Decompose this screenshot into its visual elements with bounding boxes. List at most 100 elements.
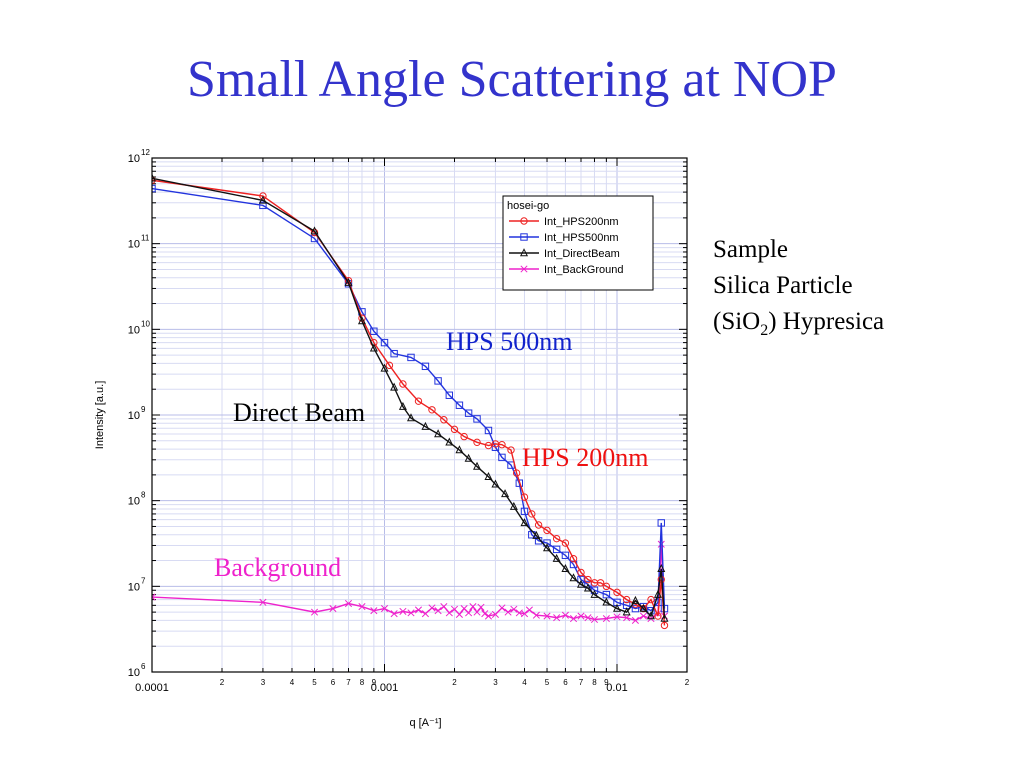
triangle-marker — [509, 501, 518, 510]
x-marker — [561, 611, 569, 619]
x-tick-label: 4 — [290, 678, 295, 687]
x-marker — [407, 609, 415, 617]
sample-material: Silica Particle — [713, 272, 853, 299]
annotation-label: HPS 200nm — [522, 443, 648, 472]
circle-marker — [528, 510, 536, 518]
x-marker — [520, 265, 528, 273]
x-marker — [469, 603, 477, 611]
series-line — [152, 179, 666, 626]
x-tick-label: 3 — [493, 678, 498, 687]
y-tick-exponent: 8 — [141, 491, 146, 500]
x-marker — [639, 612, 648, 620]
x-marker — [465, 609, 473, 617]
legend-item: Int_DirectBeam — [509, 248, 620, 260]
circle-marker — [259, 192, 267, 200]
series-Int_DirectBeam — [152, 173, 669, 622]
y-tick-label: 106 — [128, 662, 146, 679]
slide-title: Small Angle Scattering at NOP — [187, 51, 837, 108]
x-tick-label: 4 — [522, 678, 527, 687]
legend-label: Int_HPS500nm — [544, 232, 619, 244]
circle-marker — [473, 438, 481, 447]
triangle-marker — [455, 445, 464, 454]
circle-marker — [654, 612, 662, 620]
triangle-marker — [421, 421, 430, 430]
legend: hosei-go Int_HPS200nm Int_HPS500nm Int_Dire… — [502, 195, 654, 291]
circle-marker — [414, 397, 423, 405]
sample-description: Sample Silica Particle (SiO2) Hypresica — [713, 232, 884, 349]
x-marker — [491, 610, 499, 618]
square-marker — [543, 539, 551, 547]
x-marker — [577, 612, 585, 620]
legend-label: Int_HPS200nm — [544, 216, 619, 228]
square-marker — [370, 327, 378, 335]
x-marker — [445, 609, 453, 617]
triangle-marker — [344, 277, 353, 286]
triangle-marker — [501, 489, 510, 498]
x-marker — [484, 612, 493, 620]
square-marker — [473, 415, 481, 423]
x-tick-label: 2 — [685, 678, 690, 687]
circle-marker — [543, 526, 551, 535]
circle-marker — [310, 228, 319, 237]
series-Int_BackGround — [152, 540, 669, 624]
triangle-marker — [583, 583, 592, 592]
legend-item: Int_HPS200nm — [509, 216, 619, 228]
triangle-marker — [434, 429, 443, 438]
circle-marker — [498, 441, 506, 449]
x-marker — [329, 605, 337, 613]
triangle-marker — [532, 530, 541, 539]
square-marker — [561, 551, 570, 560]
circle-marker — [561, 539, 570, 547]
y-tick-exponent: 6 — [141, 662, 146, 671]
circle-marker — [613, 588, 621, 597]
y-tick-label: 109 — [128, 405, 146, 422]
triangle-marker — [357, 316, 366, 325]
y-axis-label: Intensity [a.u.] — [94, 381, 106, 449]
square-marker — [520, 233, 528, 241]
x-tick-label: 0.001 — [371, 682, 399, 694]
x-marker — [399, 607, 407, 615]
square-marker — [445, 391, 454, 399]
x-marker — [590, 615, 599, 624]
square-marker — [421, 362, 430, 371]
x-marker — [613, 613, 621, 621]
x-tick-label: 2 — [452, 678, 457, 687]
circle-marker — [534, 521, 543, 529]
triangle-marker — [602, 597, 611, 606]
x-marker — [525, 606, 533, 614]
legend-item: Int_HPS500nm — [509, 232, 619, 244]
circle-marker — [440, 416, 448, 424]
y-tick-mantissa: 10 — [128, 667, 140, 679]
circle-marker — [602, 582, 611, 591]
triangle-marker — [590, 589, 599, 598]
triangle-marker — [543, 543, 552, 552]
x-marker — [584, 614, 592, 622]
x-tick-labels: 0.0001 2 3 4 5 6 7 8 90.001 2 3 4 5 6 7 8 90.01 2 — [135, 678, 690, 694]
x-marker — [152, 593, 156, 601]
y-tick-mantissa: 10 — [128, 239, 140, 251]
triangle-marker — [576, 579, 586, 588]
x-marker — [455, 610, 463, 618]
x-tick-label: 2 — [220, 678, 225, 687]
x-marker — [657, 540, 665, 548]
triangle-marker — [646, 611, 655, 620]
y-tick-mantissa: 10 — [128, 153, 140, 165]
x-tick-label: 9 — [372, 678, 377, 687]
circle-marker — [596, 579, 605, 587]
triangle-marker — [445, 437, 454, 446]
circle-marker — [399, 380, 407, 388]
legend-box — [502, 195, 654, 291]
x-tick-label: 7 — [346, 678, 351, 687]
triangle-marker — [622, 607, 631, 616]
x-marker — [344, 599, 353, 608]
square-marker — [631, 604, 640, 613]
square-marker — [577, 575, 585, 584]
y-tick-mantissa: 10 — [128, 324, 140, 336]
circle-marker — [512, 469, 521, 477]
triangle-marker — [258, 195, 267, 204]
square-marker — [380, 338, 389, 347]
circle-marker — [552, 534, 561, 543]
square-marker — [498, 453, 506, 462]
